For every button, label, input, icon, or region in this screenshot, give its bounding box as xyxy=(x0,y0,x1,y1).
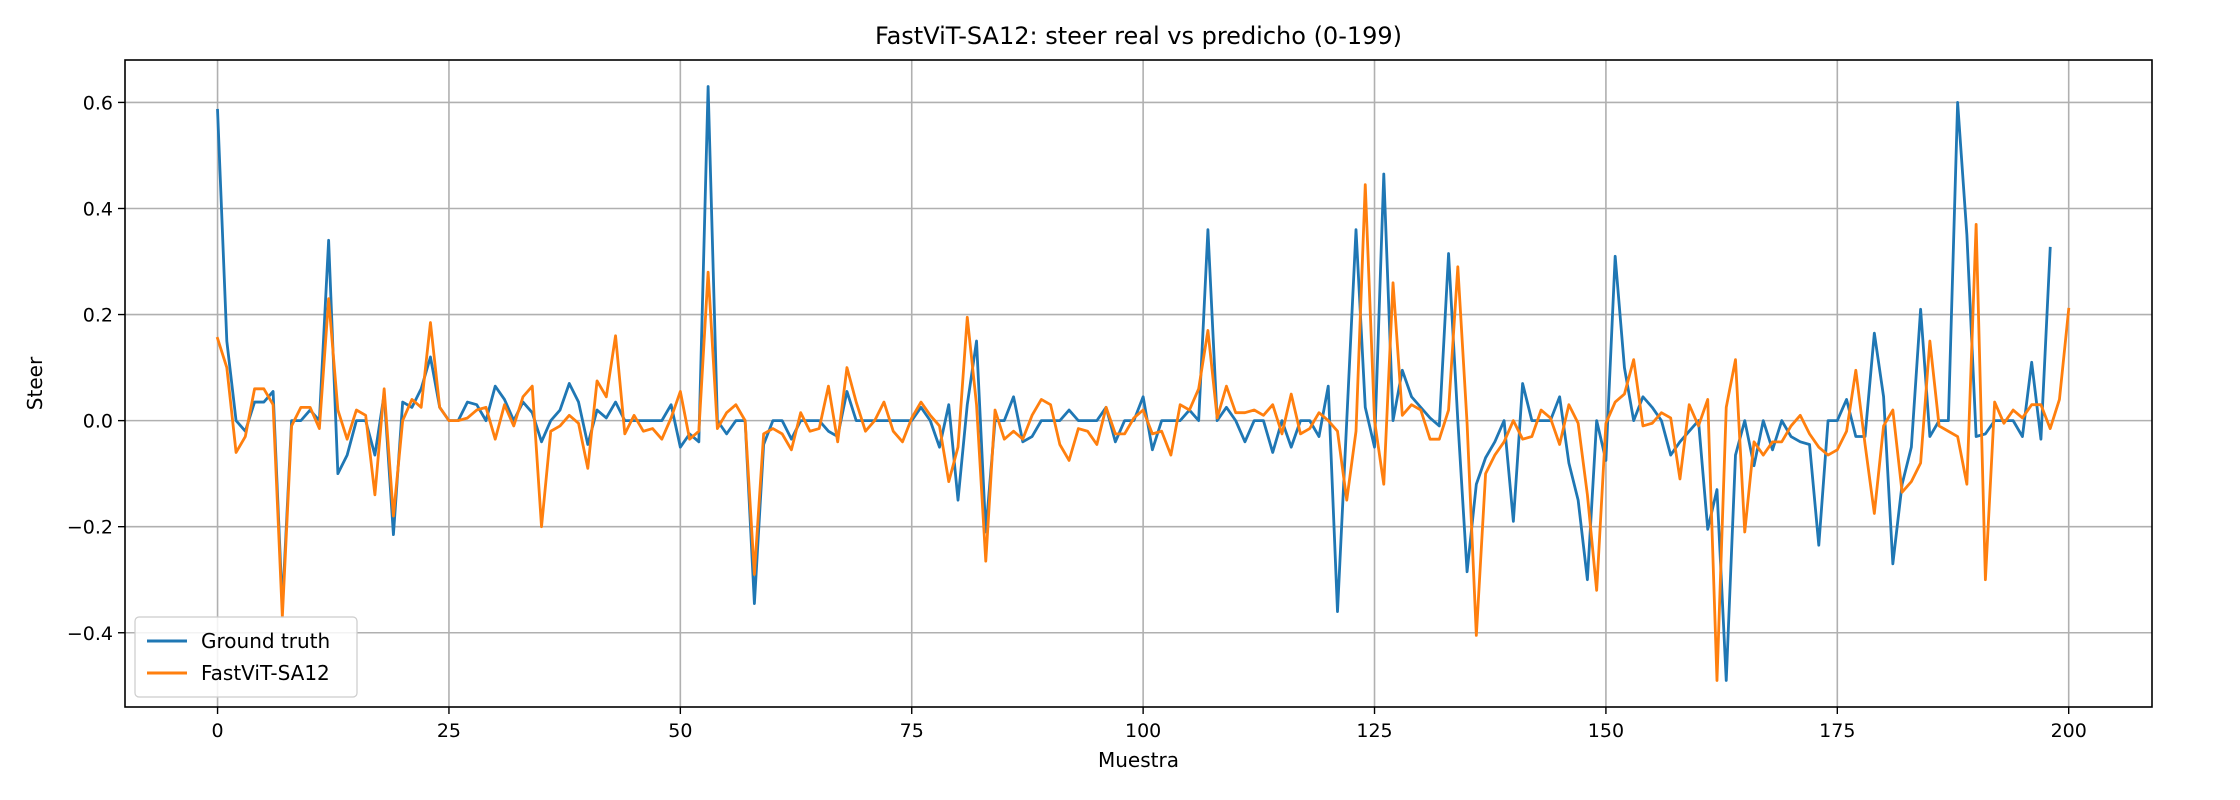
y-axis-label: Steer xyxy=(23,356,47,410)
x-axis-label: Muestra xyxy=(1098,748,1179,772)
y-tick-label: −0.2 xyxy=(67,517,113,539)
x-tick-label: 75 xyxy=(900,720,924,742)
x-tick-label: 200 xyxy=(2051,720,2087,742)
series-layer xyxy=(215,85,2071,682)
x-tick-label: 125 xyxy=(1356,720,1392,742)
legend: Ground truth FastViT-SA12 xyxy=(134,616,358,698)
plot-frame xyxy=(124,59,2153,708)
x-tick-label: 25 xyxy=(437,720,461,742)
x-tick-label: 0 xyxy=(212,720,224,742)
y-axis: −0.4 −0.2 0.0 0.2 0.4 0.6 xyxy=(67,92,125,645)
x-tick-label: 175 xyxy=(1819,720,1855,742)
y-tick-label: 0.6 xyxy=(83,92,113,114)
legend-box xyxy=(134,616,358,698)
y-tick-label: −0.4 xyxy=(67,623,113,645)
x-tick-label: 50 xyxy=(668,720,692,742)
x-axis: 0 25 50 75 100 125 150 175 200 xyxy=(212,707,2087,742)
chart-title: FastViT-SA12: steer real vs predicho (0-… xyxy=(875,22,1402,50)
legend-label-ground-truth: Ground truth xyxy=(201,629,330,653)
y-tick-label: 0.0 xyxy=(83,411,113,433)
series-line-1 xyxy=(215,183,2071,682)
grid xyxy=(125,60,2152,707)
x-tick-label: 150 xyxy=(1588,720,1624,742)
x-tick-label: 100 xyxy=(1125,720,1161,742)
y-tick-label: 0.4 xyxy=(83,198,113,220)
legend-label-fastvit-sa12: FastViT-SA12 xyxy=(201,661,330,685)
y-tick-label: 0.2 xyxy=(83,305,113,327)
